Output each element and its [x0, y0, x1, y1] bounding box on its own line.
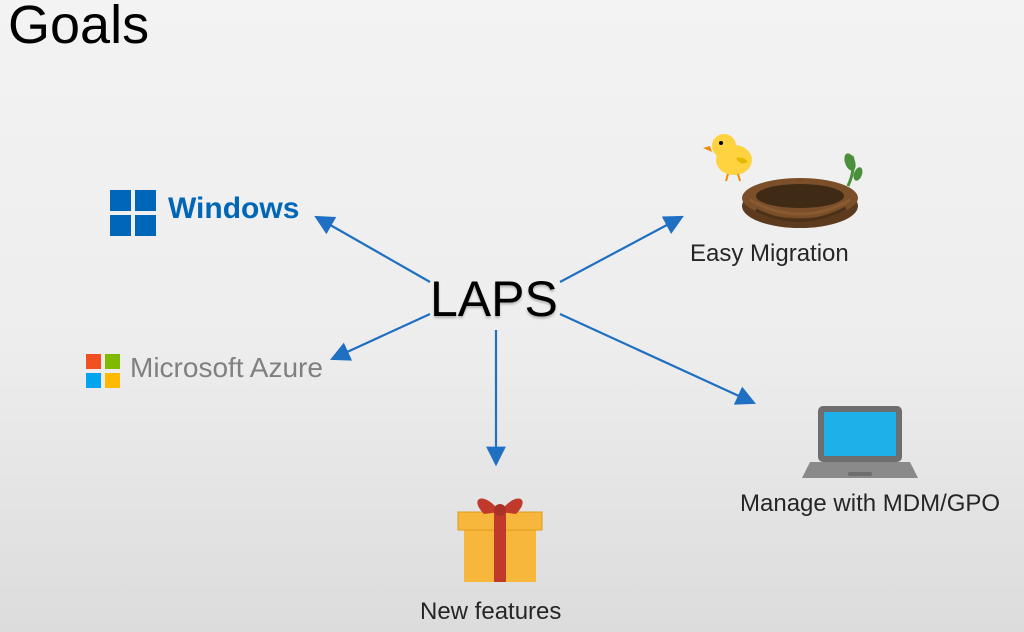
arrow-to-migration [560, 218, 680, 282]
slide-root: { "title": { "text": "Goals", "fontsize"… [0, 0, 1024, 632]
laptop-icon [800, 400, 920, 495]
features-label: New features [420, 598, 561, 626]
windows-logo-icon [110, 190, 156, 241]
center-node-label: LAPS [430, 270, 558, 328]
azure-label: Microsoft Azure [130, 352, 323, 384]
migration-label: Easy Migration [690, 240, 849, 268]
windows-label: Windows [168, 192, 299, 226]
mdm-label: Manage with MDM/GPO [740, 490, 1000, 518]
gift-icon [450, 480, 550, 595]
nest-chick-icon [690, 120, 870, 245]
arrow-to-azure [334, 314, 430, 358]
arrow-to-mdm [560, 314, 752, 402]
arrow-to-windows [318, 218, 430, 282]
microsoft-logo-icon [86, 354, 120, 393]
slide-title: Goals [8, 0, 149, 56]
